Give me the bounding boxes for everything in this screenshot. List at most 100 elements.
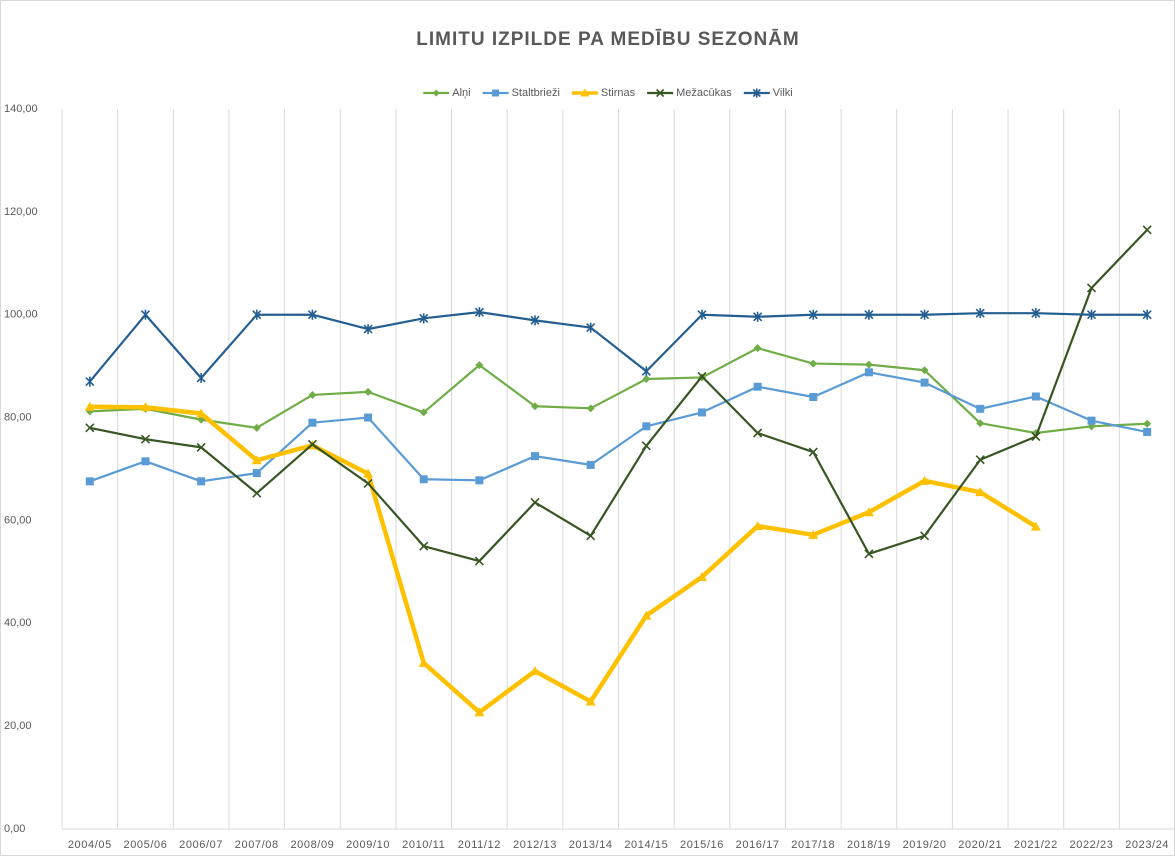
marker [808,309,818,320]
marker [976,404,985,413]
marker [196,408,207,418]
series-line [89,347,1148,435]
y-tick-label: 100,00 [4,309,38,321]
x-tick-label: 2020/21 [958,839,1002,851]
marker [919,475,930,485]
x-tick-label: 2021/22 [1014,839,1058,851]
x-tick-label: 2018/19 [847,839,891,851]
marker [251,455,262,465]
marker [140,434,151,444]
x-tick-label: 2014/15 [624,839,668,851]
marker [141,457,150,466]
marker [864,368,873,377]
marker [530,666,541,676]
x-tick-label: 2015/16 [680,839,724,851]
marker [808,447,818,457]
x-tick-label: 2012/13 [513,839,557,851]
marker [474,307,484,318]
marker [920,366,929,375]
marker [363,324,373,335]
marker [307,309,317,320]
chart-title: LIMITU IZPILDE PA MEDĪBU SEZONĀM [416,29,800,50]
legend-item: Mežacūkas [647,87,732,99]
marker [975,308,985,319]
x-tick-label: 2009/10 [346,839,390,851]
marker [1142,309,1152,320]
x-tick-label: 2007/08 [235,839,279,851]
legend-item: Alņi [423,87,471,99]
y-tick-label: 20,00 [4,720,32,732]
marker [642,375,651,383]
x-tick-label: 2019/20 [903,839,947,851]
marker [530,497,540,507]
marker [308,418,317,427]
series-line [89,371,1148,483]
x-tick-label: 2011/12 [458,839,501,851]
marker [641,610,652,620]
marker [85,423,95,433]
series-line [88,311,1148,383]
marker [492,89,500,97]
series-line [89,404,1038,715]
marker [1031,308,1041,319]
marker [140,309,151,320]
marker [474,556,484,566]
marker [252,469,261,478]
x-tick-label: 2023/24 [1125,839,1169,851]
marker [530,315,540,326]
marker [864,549,874,559]
marker [252,488,262,498]
marker [1143,427,1152,436]
legend-label: Vilki [773,87,793,99]
marker [697,309,707,320]
marker [585,696,596,706]
y-tick-label: 120,00 [4,206,38,218]
marker [363,468,374,478]
marker [418,657,429,667]
marker [809,359,818,368]
marker [656,88,665,98]
legend-label: Mežacūkas [676,87,732,99]
marker [808,529,819,539]
marker [920,309,930,320]
x-tick-label: 2022/23 [1070,839,1114,851]
series-line [89,229,1148,563]
marker [419,313,429,324]
marker [975,455,985,465]
marker [809,393,818,401]
x-tick-label: 2010/11 [402,839,445,851]
marker [753,344,762,353]
marker [531,452,540,461]
marker [697,371,707,381]
marker [308,390,317,399]
marker [307,439,317,449]
x-tick-label: 2005/06 [123,839,167,851]
marker [197,477,206,486]
marker [1143,419,1152,428]
marker [419,408,428,417]
marker [363,478,373,488]
marker [976,419,985,428]
marker [1142,225,1152,235]
marker [586,531,596,541]
marker [1031,432,1041,442]
marker [475,361,484,370]
marker [752,521,763,531]
marker [641,366,651,377]
legend: Alņi Staltbrieži Stirnas Mežacūkas Vilki [423,87,793,99]
marker [84,401,95,411]
legend-item: Stirnas [571,87,636,99]
marker [196,372,206,383]
marker [252,309,262,320]
x-tick-label: 2017/18 [791,839,835,851]
marker [864,360,873,369]
x-tick-label: 2004/05 [68,839,112,851]
legend-item: Staltbrieži [482,87,560,99]
legend-label: Stirnas [601,87,636,99]
legend-label: Alņi [452,87,470,99]
marker [920,378,929,387]
y-tick-label: 0,00 [4,823,25,835]
x-tick-label: 2006/07 [179,839,223,851]
marker [863,507,874,517]
